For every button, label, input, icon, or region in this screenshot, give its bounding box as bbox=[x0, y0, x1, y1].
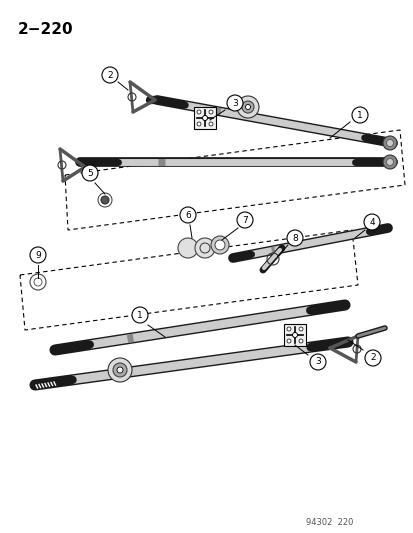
Circle shape bbox=[298, 339, 302, 343]
Circle shape bbox=[102, 67, 118, 83]
Circle shape bbox=[236, 96, 259, 118]
Circle shape bbox=[113, 363, 127, 377]
Circle shape bbox=[101, 196, 109, 204]
Circle shape bbox=[211, 236, 228, 254]
Circle shape bbox=[108, 358, 132, 382]
Text: 1: 1 bbox=[137, 311, 142, 319]
Circle shape bbox=[226, 95, 242, 111]
Text: 4: 4 bbox=[368, 217, 374, 227]
Circle shape bbox=[180, 207, 195, 223]
Circle shape bbox=[117, 367, 123, 373]
Text: 6: 6 bbox=[185, 211, 190, 220]
Circle shape bbox=[197, 122, 201, 126]
Circle shape bbox=[30, 247, 46, 263]
Circle shape bbox=[309, 354, 325, 370]
Circle shape bbox=[286, 230, 302, 246]
Text: 2−220: 2−220 bbox=[18, 22, 74, 37]
Text: 1: 1 bbox=[356, 110, 362, 119]
Circle shape bbox=[298, 327, 302, 331]
Circle shape bbox=[363, 214, 379, 230]
Circle shape bbox=[245, 104, 250, 109]
Circle shape bbox=[202, 116, 207, 120]
Bar bbox=[283, 324, 305, 346]
Circle shape bbox=[351, 107, 367, 123]
Circle shape bbox=[382, 136, 396, 150]
Circle shape bbox=[214, 240, 224, 250]
Text: 94302  220: 94302 220 bbox=[306, 518, 353, 527]
Bar bbox=[194, 107, 216, 129]
Text: 7: 7 bbox=[242, 215, 247, 224]
Text: 3: 3 bbox=[314, 358, 320, 367]
Text: 8: 8 bbox=[292, 233, 297, 243]
Circle shape bbox=[242, 101, 254, 113]
Circle shape bbox=[286, 339, 290, 343]
Text: 3: 3 bbox=[232, 99, 237, 108]
Circle shape bbox=[386, 140, 392, 147]
Circle shape bbox=[286, 327, 290, 331]
Circle shape bbox=[364, 350, 380, 366]
Circle shape bbox=[382, 155, 396, 169]
Circle shape bbox=[209, 110, 212, 114]
Circle shape bbox=[132, 307, 147, 323]
Text: 5: 5 bbox=[87, 168, 93, 177]
Text: 2: 2 bbox=[107, 70, 112, 79]
Text: 9: 9 bbox=[35, 251, 41, 260]
Circle shape bbox=[178, 238, 197, 258]
Circle shape bbox=[292, 333, 297, 337]
Circle shape bbox=[82, 165, 98, 181]
Circle shape bbox=[236, 212, 252, 228]
Text: 2: 2 bbox=[369, 353, 375, 362]
Circle shape bbox=[197, 110, 201, 114]
Circle shape bbox=[195, 238, 214, 258]
Circle shape bbox=[209, 122, 212, 126]
Circle shape bbox=[386, 158, 392, 166]
